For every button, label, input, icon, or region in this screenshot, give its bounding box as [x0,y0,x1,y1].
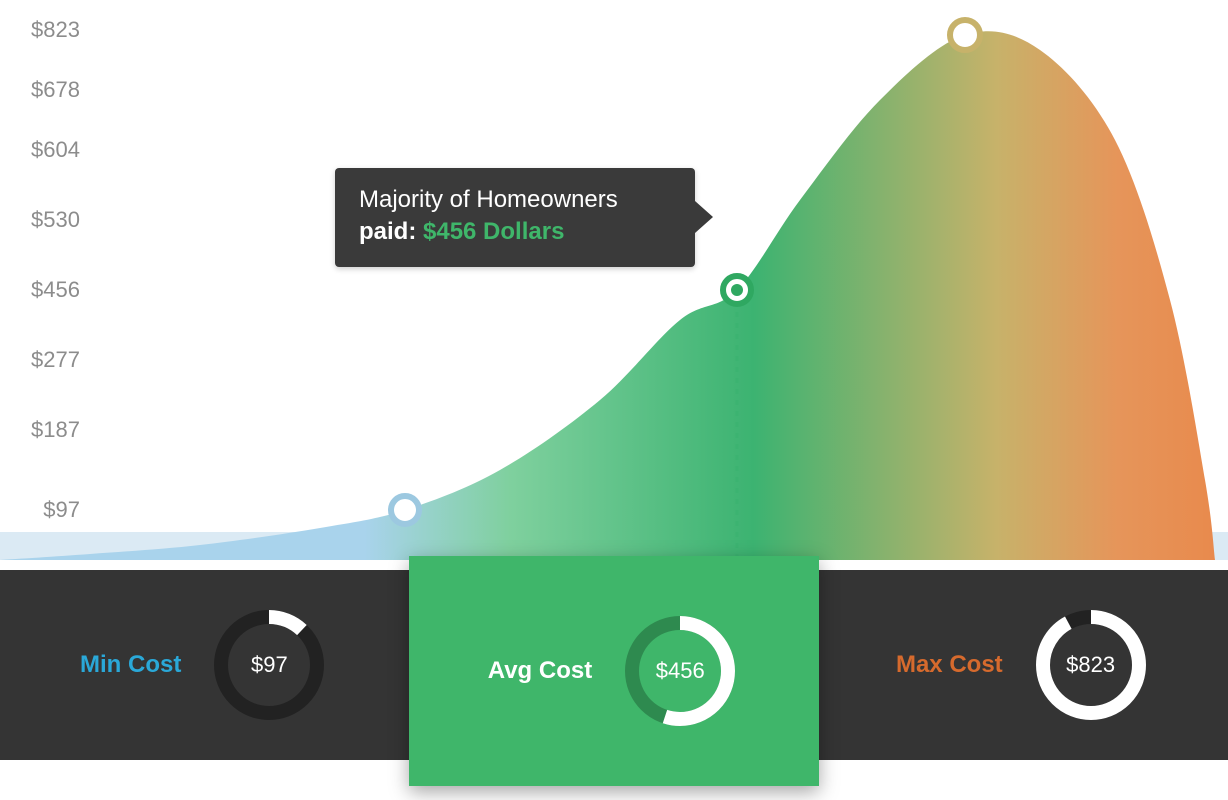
y-axis-tick-label: $823 [10,17,80,43]
min-cost-marker [391,496,419,524]
max-cost-card: Max Cost $823 [819,570,1228,760]
cost-distribution-chart: $823 $678 $604 $530 $456 $277 $187 $97 Majority… [0,0,1228,570]
min-cost-value: $97 [209,605,329,725]
y-axis-tick-label: $678 [10,77,80,103]
avg-cost-tooltip: Majority of Homeowners paid: $456 Dollar… [335,168,695,267]
y-axis-tick-label: $456 [10,277,80,303]
min-cost-label: Min Cost [80,651,181,679]
tooltip-line2: paid: $456 Dollars [359,216,671,248]
min-cost-card: Min Cost $97 [0,570,409,760]
avg-cost-marker-dot [731,284,743,296]
tooltip-amount: $456 Dollars [423,218,564,245]
y-axis-tick-label: $187 [10,417,80,443]
cost-summary-bar: Min Cost $97 Avg Cost $456 Max Cost [0,570,1228,760]
y-axis-tick-label: $277 [10,347,80,373]
max-cost-label: Max Cost [896,651,1003,679]
tooltip-line1: Majority of Homeowners [359,184,671,216]
chart-svg [0,0,1228,570]
max-cost-marker [950,20,980,50]
distribution-area [0,31,1215,560]
avg-cost-value: $456 [620,611,740,731]
max-cost-value: $823 [1031,605,1151,725]
y-axis-tick-label: $97 [10,497,80,523]
y-axis-tick-label: $530 [10,207,80,233]
avg-cost-label: Avg Cost [488,657,592,685]
min-cost-donut: $97 [209,605,329,725]
tooltip-arrow-icon [695,201,713,233]
max-cost-donut: $823 [1031,605,1151,725]
tooltip-paid-prefix: paid: [359,218,423,245]
avg-cost-card: Avg Cost $456 [409,556,818,786]
y-axis-tick-label: $604 [10,137,80,163]
avg-cost-donut: $456 [620,611,740,731]
